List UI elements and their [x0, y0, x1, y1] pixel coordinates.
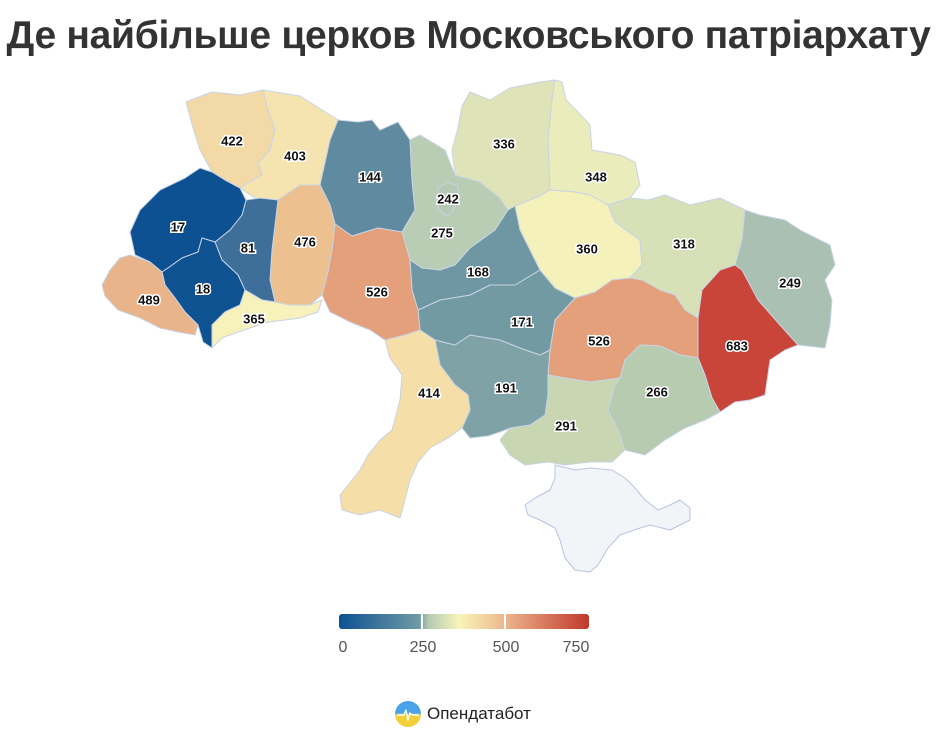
label-kirovohrad: 171	[511, 314, 533, 329]
label-zakarpattia: 489	[138, 292, 160, 307]
ukraine-map: 422 403 144 242 275 336 348 360 318 249 …	[101, 79, 836, 573]
region-zakarpattia[interactable]	[101, 254, 199, 336]
region-odesa[interactable]	[339, 329, 471, 519]
legend-tick-750: 750	[562, 639, 590, 656]
color-scale-legend	[339, 614, 589, 629]
region-sumy[interactable]	[547, 79, 641, 206]
label-ternopil: 81	[241, 240, 255, 255]
label-lviv: 17	[171, 219, 185, 234]
legend-separator	[504, 614, 506, 629]
label-poltava: 360	[576, 241, 598, 256]
legend-tick-500: 500	[492, 639, 520, 656]
legend-tick-0: 0	[338, 639, 348, 656]
label-zhytomyr: 144	[359, 169, 381, 184]
label-chernivtsi: 365	[243, 311, 265, 326]
label-zaporizhzhia: 266	[646, 384, 668, 399]
brand-name: Опендатабот	[427, 704, 531, 723]
label-vinnytsia: 526	[366, 284, 388, 299]
label-kyiv-oblast: 275	[431, 225, 453, 240]
label-odesa: 414	[418, 385, 440, 400]
region-donetsk[interactable]	[697, 264, 799, 413]
label-sumy: 348	[585, 169, 607, 184]
legend-tick-250: 250	[409, 639, 437, 656]
opendatabot-logo-icon	[395, 701, 421, 727]
label-kyiv-city: 242	[437, 191, 459, 206]
label-kharkiv: 318	[673, 236, 695, 251]
brand: Опендатабот	[395, 701, 531, 727]
label-volyn: 422	[221, 133, 243, 148]
region-chernivtsi[interactable]	[211, 289, 323, 349]
region-kyiv-city[interactable]	[437, 181, 459, 217]
label-kherson: 291	[555, 418, 577, 433]
label-ivano-frankivsk: 18	[196, 281, 210, 296]
legend-separator	[421, 614, 423, 629]
label-dnipropetrovsk: 526	[588, 333, 610, 348]
label-khmelnytskyi: 476	[294, 234, 316, 249]
label-rivne: 403	[284, 148, 306, 163]
label-chernihiv: 336	[493, 136, 515, 151]
chart-title: Де найбільше церков Московського патріар…	[6, 14, 931, 57]
region-cherkasy[interactable]	[409, 205, 541, 311]
label-mykolaiv: 191	[495, 380, 517, 395]
label-donetsk: 683	[726, 338, 748, 353]
label-luhansk: 249	[779, 275, 801, 290]
region-crimea	[524, 464, 691, 573]
label-cherkasy: 168	[467, 264, 489, 279]
